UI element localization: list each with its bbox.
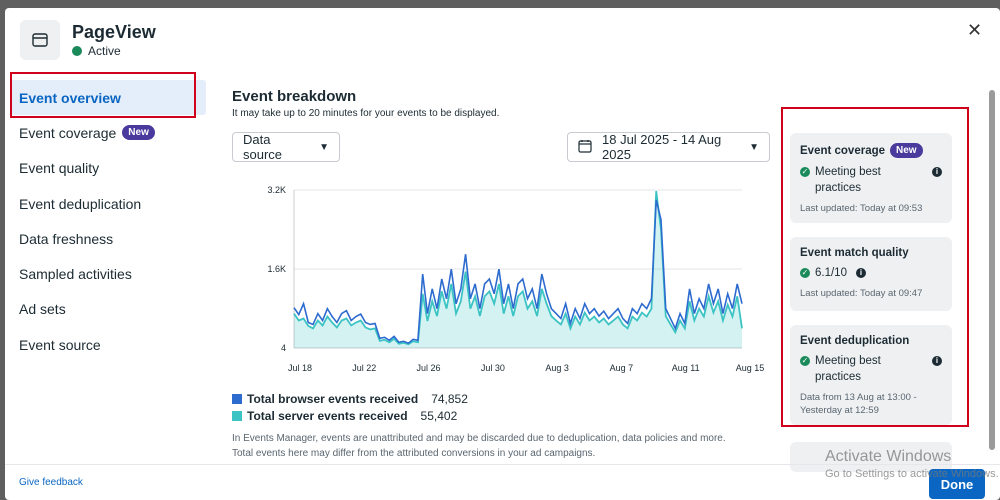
sidebar-item-label: Event overview bbox=[19, 89, 121, 106]
card-status-text: Meeting best practices bbox=[815, 355, 881, 383]
sidebar-item-label: Event coverage bbox=[19, 124, 117, 141]
legend-value: 55,402 bbox=[420, 408, 458, 423]
sidebar-item-event-deduplication[interactable]: Event deduplication bbox=[10, 186, 210, 221]
scroll-thumb[interactable] bbox=[989, 90, 995, 450]
legend-label: Total browser events received bbox=[247, 391, 419, 406]
card-status: ✓ 6.1/10 i bbox=[800, 265, 942, 281]
event-breakdown-chart: 3.2K 1.6K 4 Jul 18 Jul 22 Jul 26 Jul 30 Aug 3 A… bbox=[267, 185, 765, 373]
legend-label: Total server events received bbox=[247, 408, 408, 423]
event-match-quality-card[interactable]: Event match quality ✓ 6.1/10 i Last update… bbox=[790, 237, 952, 311]
sidebar-item-label: Event source bbox=[19, 336, 101, 353]
check-icon: ✓ bbox=[800, 268, 810, 278]
sidebar-item-event-coverage[interactable]: Event coverage New bbox=[10, 115, 210, 150]
caret-down-icon: ▼ bbox=[319, 141, 329, 153]
scrollbar[interactable] bbox=[987, 70, 997, 490]
x-tick-label: Aug 11 bbox=[672, 363, 700, 373]
card-updated: Data from 13 Aug at 13:00 - Yesterday at… bbox=[800, 392, 917, 416]
disclaimer-text: In Events Manager, events are unattribut… bbox=[232, 433, 726, 459]
active-status-dot bbox=[72, 46, 82, 56]
sidebar-item-event-overview[interactable]: Event overview bbox=[10, 80, 206, 116]
new-badge: New bbox=[890, 143, 923, 158]
sidebar-item-sampled-activities[interactable]: Sampled activities bbox=[10, 256, 210, 291]
partial-card bbox=[790, 442, 952, 472]
check-icon: ✓ bbox=[800, 356, 810, 366]
sidebar-item-event-source[interactable]: Event source bbox=[10, 327, 210, 362]
card-updated: Last updated: Today at 09:47 bbox=[800, 288, 923, 299]
card-title-text: Event match quality bbox=[800, 247, 909, 259]
status-indicator: Active bbox=[72, 44, 121, 58]
footer-divider bbox=[5, 464, 1000, 465]
event-coverage-card[interactable]: Event coverage New ✓ Meeting best practice… bbox=[790, 133, 952, 223]
chart-legend: Total browser events received 74,852 Tot… bbox=[232, 390, 468, 424]
sidebar-item-data-freshness[interactable]: Data freshness bbox=[10, 221, 210, 256]
sidebar-nav: Event overview Event coverage New Event q… bbox=[10, 80, 210, 362]
server-area bbox=[294, 190, 742, 348]
card-status: ✓ Meeting best practices i bbox=[800, 353, 942, 385]
section-subtitle: It may take up to 20 minutes for your ev… bbox=[232, 108, 500, 119]
caret-down-icon: ▼ bbox=[749, 141, 759, 153]
date-range-picker[interactable]: 18 Jul 2025 - 14 Aug 2025 ▼ bbox=[567, 132, 770, 162]
x-tick-label: Jul 18 bbox=[288, 363, 312, 373]
card-status-text: 6.1/10 bbox=[815, 267, 847, 279]
windows-activation-watermark: Activate Windows Go to Settings to activ… bbox=[825, 448, 999, 480]
card-updated: Last updated: Today at 09:53 bbox=[800, 203, 923, 214]
card-title: Event deduplication bbox=[800, 335, 942, 347]
new-badge: New bbox=[122, 125, 155, 141]
card-status: ✓ Meeting best practices i bbox=[800, 164, 942, 196]
info-icon[interactable]: i bbox=[855, 268, 866, 278]
event-deduplication-card[interactable]: Event deduplication ✓ Meeting best practi… bbox=[790, 325, 952, 425]
done-button[interactable]: Done bbox=[929, 469, 985, 499]
x-tick-label: Aug 7 bbox=[610, 363, 634, 373]
close-icon[interactable]: ✕ bbox=[967, 20, 983, 40]
x-tick-label: Jul 22 bbox=[352, 363, 376, 373]
browser-events-line bbox=[293, 199, 743, 345]
info-icon[interactable]: i bbox=[932, 167, 942, 177]
event-title: PageView bbox=[72, 22, 156, 42]
card-title: Event match quality bbox=[800, 247, 942, 259]
data-source-label: Data source bbox=[243, 132, 283, 162]
y-tick-label: 1.6K bbox=[267, 264, 286, 274]
x-tick-label: Aug 15 bbox=[736, 363, 765, 373]
server-swatch bbox=[232, 410, 242, 421]
sidebar-item-label: Event deduplication bbox=[19, 195, 142, 212]
section-title: Event breakdown bbox=[232, 88, 357, 105]
card-title: Event coverage New bbox=[800, 143, 942, 158]
watermark-title: Activate Windows bbox=[825, 448, 952, 465]
date-range-label: 18 Jul 2025 - 14 Aug 2025 bbox=[602, 132, 722, 162]
sidebar-item-label: Event quality bbox=[19, 160, 100, 177]
browser-swatch bbox=[232, 393, 242, 404]
main-content: Event breakdown It may take up to 20 min… bbox=[232, 88, 772, 119]
y-tick-label: 4 bbox=[281, 343, 286, 353]
sidebar-item-label: Sampled activities bbox=[19, 266, 132, 283]
calendar-icon bbox=[578, 139, 592, 156]
give-feedback-link[interactable]: Give feedback bbox=[19, 477, 83, 488]
sidebar-item-event-quality[interactable]: Event quality bbox=[10, 151, 210, 186]
sidebar-item-label: Ad sets bbox=[19, 301, 66, 318]
x-tick-label: Jul 30 bbox=[481, 363, 505, 373]
dialog: PageView Active ✕ Event overview Event c… bbox=[5, 8, 1000, 500]
check-icon: ✓ bbox=[800, 167, 810, 177]
sidebar-item-label: Data freshness bbox=[19, 230, 114, 247]
browser-window-icon bbox=[20, 20, 60, 60]
legend-item-browser: Total browser events received 74,852 bbox=[232, 390, 468, 407]
sidebar-item-ad-sets[interactable]: Ad sets bbox=[10, 292, 210, 327]
info-icon[interactable]: i bbox=[932, 356, 942, 366]
x-tick-label: Aug 3 bbox=[545, 363, 569, 373]
status-label: Active bbox=[88, 44, 121, 58]
card-title-text: Event coverage bbox=[800, 144, 886, 157]
legend-item-server: Total server events received 55,402 bbox=[232, 407, 468, 424]
watermark-subtitle: Go to Settings to activate Windows. bbox=[825, 468, 999, 480]
card-title-text: Event deduplication bbox=[800, 335, 910, 347]
card-status-text: Meeting best practices bbox=[815, 166, 881, 194]
y-tick-label: 3.2K bbox=[267, 185, 286, 195]
legend-value: 74,852 bbox=[431, 391, 468, 406]
data-source-dropdown[interactable]: Data source ▼ bbox=[232, 132, 340, 162]
server-events-line bbox=[293, 190, 743, 346]
x-tick-label: Jul 26 bbox=[417, 363, 441, 373]
